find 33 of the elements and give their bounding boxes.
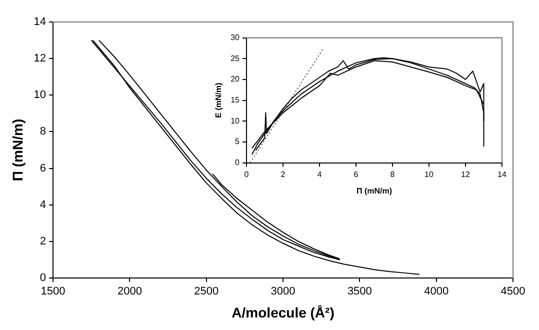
y-tick-label: 5 <box>235 137 240 146</box>
x-tick-label: 2000 <box>117 286 142 298</box>
y-tick-label: 4 <box>40 198 46 211</box>
y-tick-label: 8 <box>40 126 46 138</box>
x-tick-label: 12 <box>461 170 470 179</box>
y-axis-title: E (mN/m) <box>214 82 224 118</box>
y-tick-label: 0 <box>235 158 240 168</box>
x-tick-label: 2500 <box>194 286 219 298</box>
y-tick-label: 2 <box>40 235 46 248</box>
x-tick-label: 2 <box>280 170 286 179</box>
x-tick-label: 8 <box>390 170 396 179</box>
x-tick-label: 1500 <box>40 286 66 298</box>
x-tick-label: 6 <box>354 170 359 179</box>
y-tick-label: 10 <box>34 89 46 102</box>
x-tick-label: 10 <box>424 170 434 179</box>
y-tick-label: 12 <box>34 52 46 65</box>
x-tick-label: 3500 <box>347 286 372 298</box>
y-tick-label: 25 <box>230 54 240 63</box>
x-tick-label: 4 <box>317 170 322 179</box>
x-tick-label: 4000 <box>424 286 449 298</box>
y-tick-label: 30 <box>230 33 240 42</box>
y-tick-label: 15 <box>230 96 240 105</box>
x-axis-title: A/molecule (Å²) <box>232 304 334 320</box>
x-tick-label: 3000 <box>270 286 296 298</box>
y-tick-label: 0 <box>40 272 46 284</box>
x-tick-label: 0 <box>244 170 250 179</box>
x-axis-title: Π (mN/m) <box>356 186 392 196</box>
y-axis-title: Π (mN/m) <box>9 118 26 182</box>
y-tick-label: 10 <box>230 116 240 126</box>
x-tick-label: 4500 <box>500 286 526 298</box>
y-tick-label: 14 <box>34 16 46 28</box>
y-tick-label: 20 <box>230 74 240 84</box>
x-tick-label: 14 <box>498 170 507 179</box>
